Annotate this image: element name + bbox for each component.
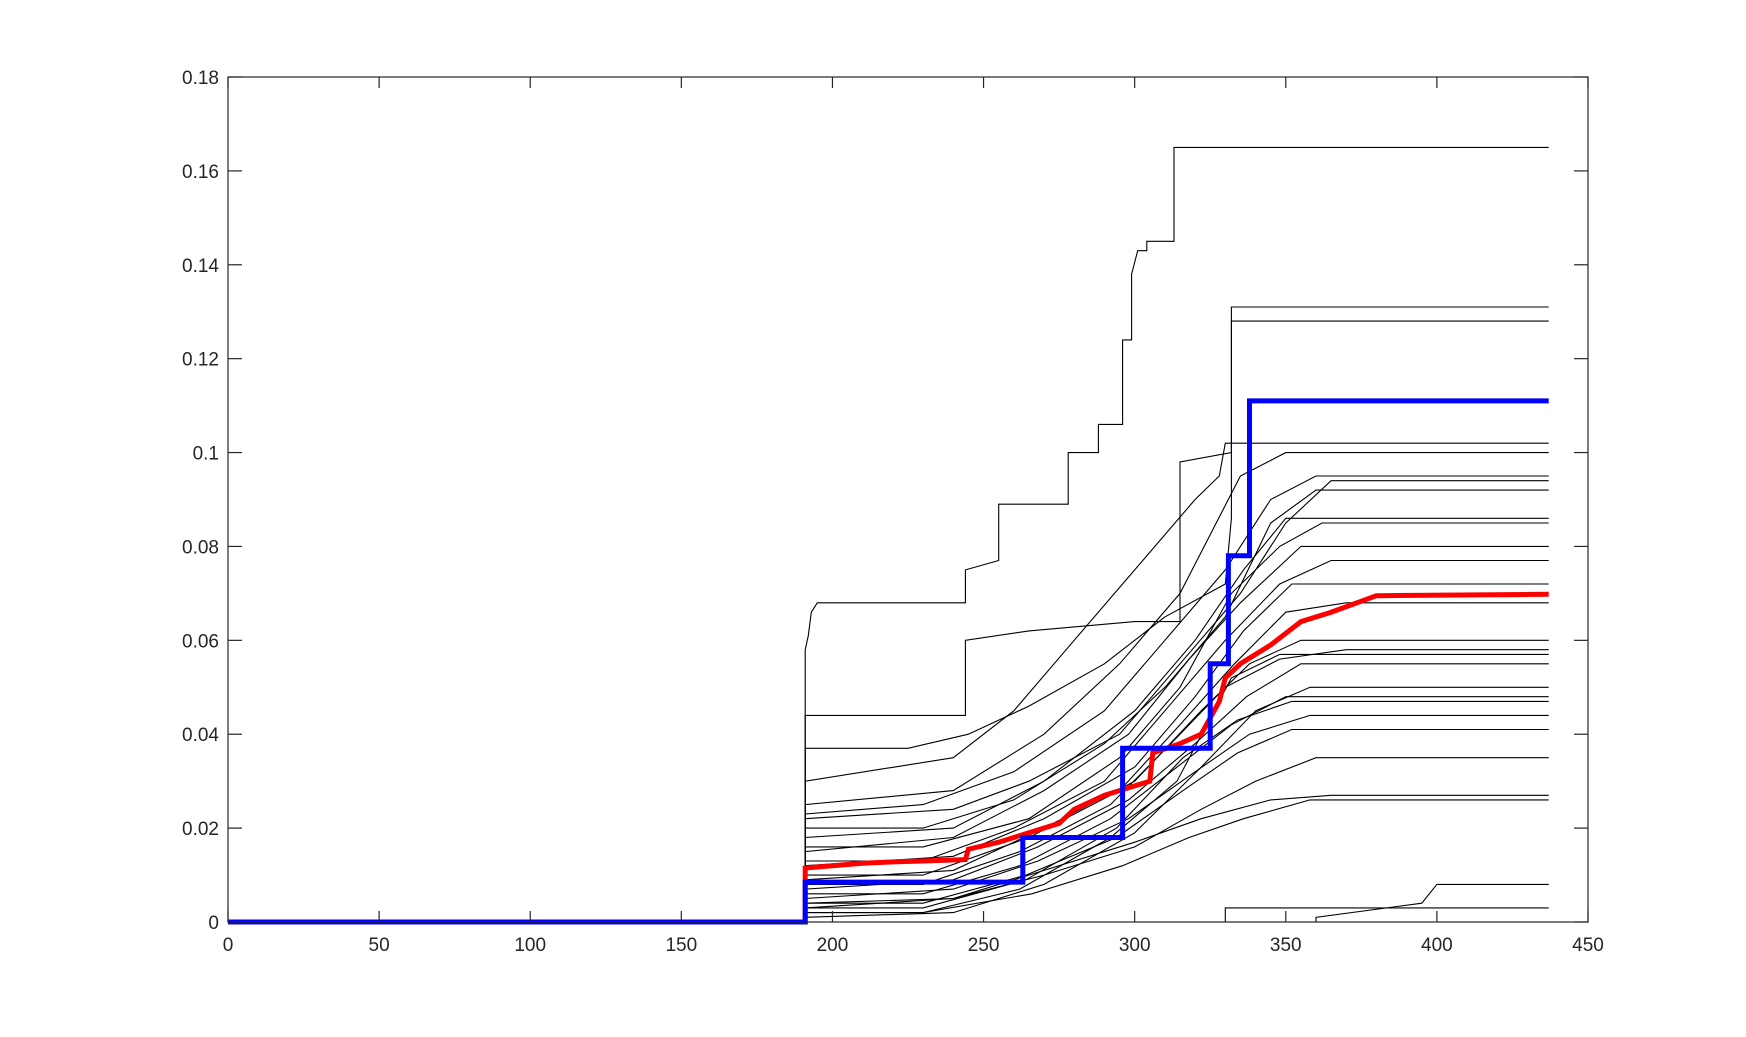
y-tick-label: 0 <box>208 913 219 934</box>
y-tick-label: 0.1 <box>193 444 219 465</box>
x-tick-label: 100 <box>514 935 546 956</box>
series-line-25 <box>228 686 1549 923</box>
x-tick-label: 350 <box>1270 935 1302 956</box>
series-line-13 <box>228 583 1549 923</box>
x-tick-label: 250 <box>968 935 1000 956</box>
y-tick-label: 0.08 <box>182 537 219 558</box>
y-tick-label: 0.14 <box>182 256 219 277</box>
x-tick-label: 0 <box>223 935 234 956</box>
series-line-18 <box>228 696 1549 923</box>
y-tick-label: 0.18 <box>182 68 219 89</box>
y-axis: 0 0.02 0.04 0.06 0.08 0.1 0.12 0.14 0.16 0.18 <box>182 68 1588 934</box>
series-line-4 <box>228 442 1549 923</box>
x-tick-label: 200 <box>817 935 849 956</box>
axes-frame <box>227 76 1589 923</box>
series-line-8 <box>228 489 1549 923</box>
series-line-24 <box>228 700 1549 923</box>
y-tick-label: 0.02 <box>182 819 219 840</box>
y-tick-label: 0.12 <box>182 350 219 371</box>
x-tick-label: 450 <box>1572 935 1604 956</box>
y-tick-label: 0.16 <box>182 162 219 183</box>
series-line-1 <box>228 146 1549 923</box>
y-tick-label: 0.06 <box>182 631 219 652</box>
x-tick-label: 400 <box>1421 935 1453 956</box>
mean-series-line <box>228 591 1549 925</box>
highlight-series-line <box>228 398 1549 925</box>
series-line-21 <box>228 757 1549 923</box>
series-line-19 <box>228 714 1549 923</box>
series-line-3 <box>228 320 1549 923</box>
x-tick-label: 300 <box>1119 935 1151 956</box>
series-line-6 <box>228 475 1549 923</box>
x-tick-label: 50 <box>369 935 390 956</box>
x-tick-label: 150 <box>665 935 697 956</box>
y-tick-label: 0.04 <box>182 725 219 746</box>
series-line-12 <box>228 559 1549 923</box>
series-layer <box>228 146 1549 925</box>
x-axis: 0 50 100 150 200 250 300 350 400 450 <box>223 77 1604 956</box>
